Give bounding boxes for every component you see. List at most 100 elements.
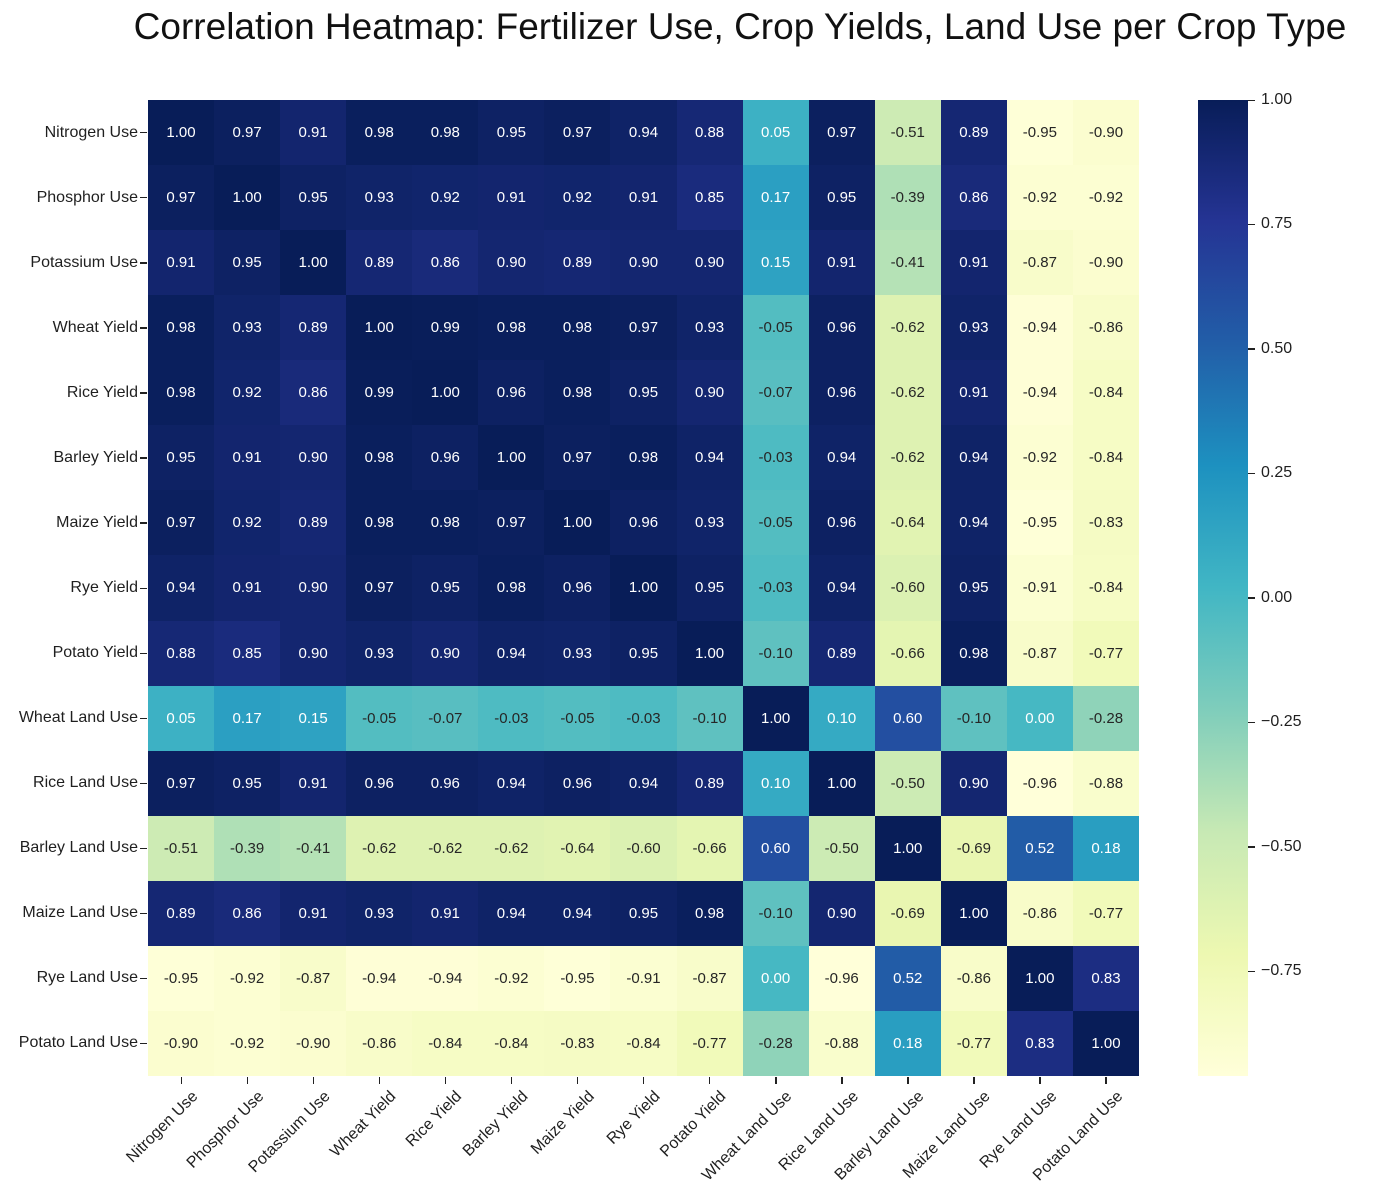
- cell-value: 0.91: [298, 904, 328, 922]
- heatmap-cell: -0.10: [676, 685, 743, 751]
- cell-value: 1.00: [232, 189, 262, 207]
- cell-value: 0.94: [496, 904, 526, 922]
- y-tick-mark: [140, 262, 147, 264]
- heatmap-cell: 0.96: [478, 360, 545, 426]
- heatmap-cell: 0.91: [940, 360, 1007, 426]
- heatmap-cell: -0.05: [346, 685, 413, 751]
- heatmap-cell: -0.05: [544, 685, 611, 751]
- cell-value: 0.90: [827, 904, 857, 922]
- cell-value: 0.86: [959, 189, 989, 207]
- cell-value: 0.97: [562, 124, 593, 142]
- heatmap-cell: 0.94: [478, 880, 545, 946]
- heatmap-cell: 0.93: [346, 620, 413, 686]
- heatmap-cell: -0.69: [874, 880, 941, 946]
- cell-value: -0.62: [362, 839, 397, 857]
- heatmap-cell: -0.94: [412, 945, 479, 1011]
- cell-value: -0.07: [758, 384, 793, 402]
- cell-value: -0.03: [626, 709, 661, 727]
- heatmap-cell: 0.98: [940, 620, 1007, 686]
- colorbar-tick-mark: [1248, 348, 1255, 350]
- cell-value: -0.91: [1022, 579, 1057, 597]
- heatmap-cell: -0.86: [1072, 295, 1139, 361]
- cell-value: -0.39: [229, 839, 265, 857]
- heatmap-cell: -0.90: [148, 1010, 215, 1076]
- colorbar-tick-label: 0.25: [1261, 464, 1293, 482]
- cell-value: -0.05: [560, 709, 595, 727]
- colorbar-tick-mark: [1248, 223, 1255, 226]
- heatmap-cell: -0.62: [412, 815, 479, 881]
- heatmap-cell: 0.95: [280, 165, 347, 231]
- heatmap-cell: 0.93: [346, 165, 413, 231]
- heatmap-cell: 0.96: [610, 490, 677, 556]
- cell-value: -0.95: [163, 969, 199, 987]
- cell-value: 1.00: [496, 449, 526, 467]
- heatmap-cell: 0.93: [676, 295, 743, 361]
- heatmap-cell: 0.90: [280, 620, 347, 686]
- cell-value: -0.83: [1088, 514, 1124, 532]
- heatmap-cell: 0.95: [676, 555, 743, 621]
- heatmap-cell: 0.94: [478, 750, 545, 816]
- cell-value: -0.41: [890, 254, 925, 272]
- heatmap-cell: 0.96: [808, 490, 875, 556]
- cell-value: 0.91: [232, 579, 262, 597]
- cell-value: -0.39: [890, 189, 925, 207]
- cell-value: 0.98: [562, 384, 593, 402]
- cell-value: -0.91: [626, 969, 661, 987]
- cell-value: 0.98: [562, 319, 593, 337]
- heatmap-cell: -0.05: [742, 490, 809, 556]
- cell-value: -0.50: [824, 839, 859, 857]
- cell-value: 0.93: [364, 644, 394, 662]
- y-tick-mark: [140, 197, 147, 199]
- heatmap-cell: 0.15: [280, 685, 347, 751]
- heatmap-cell: 0.90: [610, 230, 677, 296]
- cell-value: 0.89: [827, 644, 857, 662]
- cell-value: 0.10: [761, 774, 791, 792]
- cell-value: 0.86: [298, 384, 328, 402]
- heatmap-cell: 1.00: [214, 165, 281, 231]
- cell-value: 0.96: [430, 449, 460, 467]
- cell-value: 0.94: [628, 774, 659, 792]
- cell-value: 0.97: [166, 189, 196, 207]
- heatmap-cell: 0.96: [808, 295, 875, 361]
- heatmap-cell: -0.86: [1006, 880, 1073, 946]
- cell-value: -0.66: [692, 839, 727, 857]
- heatmap-cell: 0.89: [280, 295, 347, 361]
- heatmap-cell: 0.91: [610, 165, 677, 231]
- y-axis-label: Nitrogen Use: [44, 123, 138, 141]
- cell-value: 1.00: [893, 839, 923, 857]
- cell-value: 0.93: [694, 514, 725, 532]
- cell-value: 0.90: [694, 384, 725, 402]
- heatmap-cell: -0.60: [874, 555, 941, 621]
- cell-value: 0.52: [893, 969, 923, 987]
- cell-value: 0.89: [298, 319, 328, 337]
- heatmap-cell: 0.90: [676, 230, 743, 296]
- heatmap-cell: -0.60: [610, 815, 677, 881]
- cell-value: -0.86: [1022, 904, 1057, 922]
- x-tick-mark: [907, 1077, 909, 1084]
- heatmap-cell: -0.84: [610, 1010, 677, 1076]
- cell-value: -0.77: [956, 1034, 991, 1052]
- cell-value: -0.95: [1022, 124, 1057, 142]
- cell-value: -0.10: [758, 644, 793, 662]
- cell-value: 0.90: [298, 644, 328, 662]
- heatmap-cell: 0.89: [280, 490, 347, 556]
- colorbar-tick-label: 1.00: [1261, 91, 1293, 108]
- cell-value: 0.05: [761, 124, 791, 142]
- heatmap-cell: -0.86: [940, 945, 1007, 1011]
- y-tick-mark: [140, 587, 147, 589]
- heatmap-cell: 0.17: [742, 165, 809, 231]
- cell-value: -0.92: [1022, 189, 1057, 207]
- heatmap-cell: 0.10: [808, 685, 875, 751]
- y-axis-label: Rye Yield: [70, 579, 138, 596]
- heatmap-cell: 0.15: [742, 230, 809, 296]
- colorbar-tick-mark: [1248, 970, 1255, 973]
- cell-value: 0.99: [430, 319, 460, 337]
- cell-value: -0.77: [1088, 904, 1124, 922]
- heatmap-cell: -0.28: [1072, 685, 1139, 751]
- cell-value: -0.77: [692, 1034, 727, 1052]
- heatmap-cell: 0.97: [148, 165, 215, 231]
- cell-value: -0.10: [692, 709, 727, 727]
- heatmap-cell: 0.94: [940, 490, 1007, 556]
- cell-value: 0.98: [166, 319, 196, 337]
